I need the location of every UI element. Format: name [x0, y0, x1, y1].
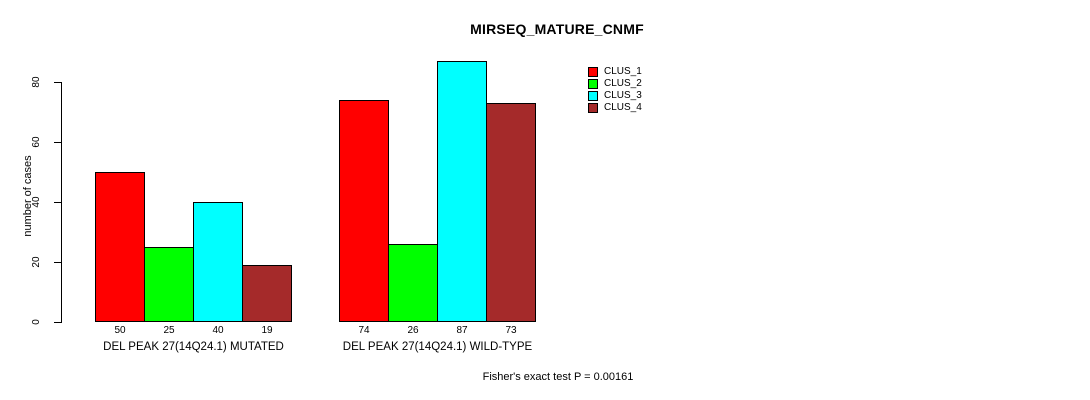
legend-item-clus_2: CLUS_2 — [588, 78, 642, 90]
y-axis-tick-label: 60 — [31, 136, 42, 148]
y-axis-tick — [54, 321, 61, 323]
bar-clus_3-group1 — [193, 202, 243, 322]
bar-value-label: 19 — [261, 325, 273, 336]
legend-swatch-clus_1 — [588, 67, 598, 77]
y-axis-line — [61, 82, 62, 323]
bar-clus_2-group1 — [144, 247, 194, 322]
y-axis-tick — [54, 141, 61, 143]
legend-swatch-clus_2 — [588, 79, 598, 89]
legend-label: CLUS_1 — [604, 66, 642, 77]
bar-value-label: 50 — [114, 325, 126, 336]
bar-value-label: 87 — [456, 325, 468, 336]
legend-item-clus_1: CLUS_1 — [588, 66, 642, 78]
legend-swatch-clus_4 — [588, 103, 598, 113]
y-axis-tick-label: 80 — [31, 76, 42, 88]
y-axis-tick-label: 20 — [31, 256, 42, 268]
legend-swatch-clus_3 — [588, 91, 598, 101]
legend-label: CLUS_2 — [604, 78, 642, 89]
category-label: DEL PEAK 27(14Q24.1) WILD-TYPE — [342, 341, 533, 353]
bar-clus_3-group2 — [437, 61, 487, 322]
bar-clus_2-group2 — [388, 244, 438, 322]
legend-label: CLUS_3 — [604, 90, 642, 101]
bar-value-label: 40 — [212, 325, 224, 336]
y-axis-tick — [54, 201, 61, 203]
bar-value-label: 25 — [163, 325, 175, 336]
legend-item-clus_3: CLUS_3 — [588, 90, 642, 102]
bar-clus_1-group2 — [339, 100, 389, 322]
y-axis-tick-label: 40 — [31, 196, 42, 208]
category-label: DEL PEAK 27(14Q24.1) MUTATED — [103, 341, 284, 353]
y-axis-tick — [54, 261, 61, 263]
fisher-test-annotation: Fisher's exact test P = 0.00161 — [482, 371, 634, 383]
legend: CLUS_1 CLUS_2 CLUS_3 CLUS_4 — [588, 66, 642, 114]
bar-clus_4-group2 — [486, 103, 536, 322]
bar-clus_1-group1 — [95, 172, 145, 322]
legend-label: CLUS_4 — [604, 102, 642, 113]
bar-clus_4-group1 — [242, 265, 292, 322]
chart-title: MIRSEQ_MATURE_CNMF — [470, 21, 644, 37]
y-axis-tick — [54, 81, 61, 83]
legend-item-clus_4: CLUS_4 — [588, 102, 642, 114]
y-axis-tick-label: 0 — [31, 319, 42, 325]
bar-value-label: 73 — [505, 325, 517, 336]
bar-value-label: 74 — [358, 325, 370, 336]
bar-value-label: 26 — [407, 325, 419, 336]
